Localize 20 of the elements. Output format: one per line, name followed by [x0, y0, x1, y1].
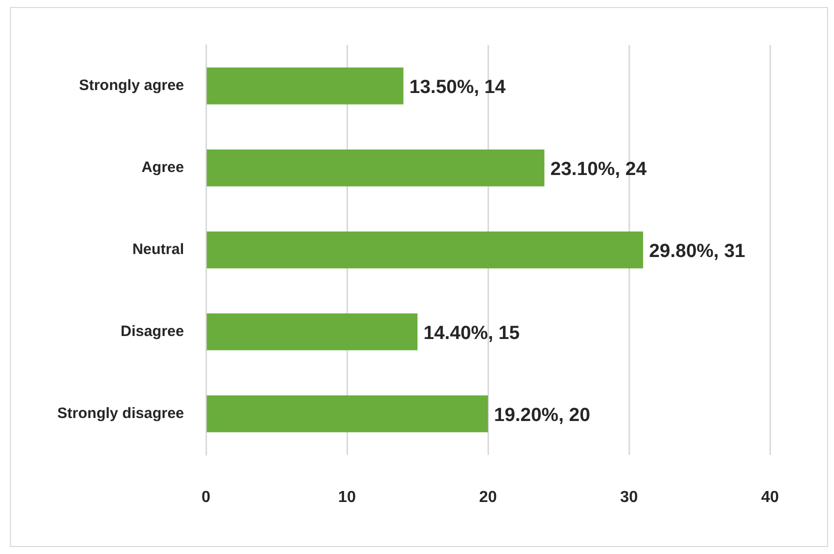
bar: [206, 150, 544, 186]
data-label: 23.10%, 24: [550, 159, 647, 180]
data-label: 29.80%, 31: [649, 241, 746, 262]
data-label: 13.50%, 14: [409, 77, 506, 98]
data-label: 14.40%, 15: [424, 323, 520, 344]
bar: [206, 231, 644, 268]
data-label: 19.20%, 20: [494, 405, 590, 426]
bar: [206, 68, 404, 104]
x-tick-label: 0: [202, 488, 211, 506]
x-tick-label: 10: [338, 488, 356, 506]
y-tick-label: Disagree: [120, 323, 184, 340]
y-tick-label: Neutral: [132, 241, 184, 258]
x-tick-label: 30: [620, 488, 638, 506]
bar: [206, 395, 488, 432]
x-tick-label: 40: [761, 488, 779, 506]
y-tick-label: Strongly agree: [78, 77, 184, 94]
x-tick-label: 20: [479, 488, 497, 506]
bar: [206, 313, 418, 350]
y-tick-label: Agree: [141, 159, 184, 176]
y-tick-label: Strongly disagree: [57, 404, 184, 422]
